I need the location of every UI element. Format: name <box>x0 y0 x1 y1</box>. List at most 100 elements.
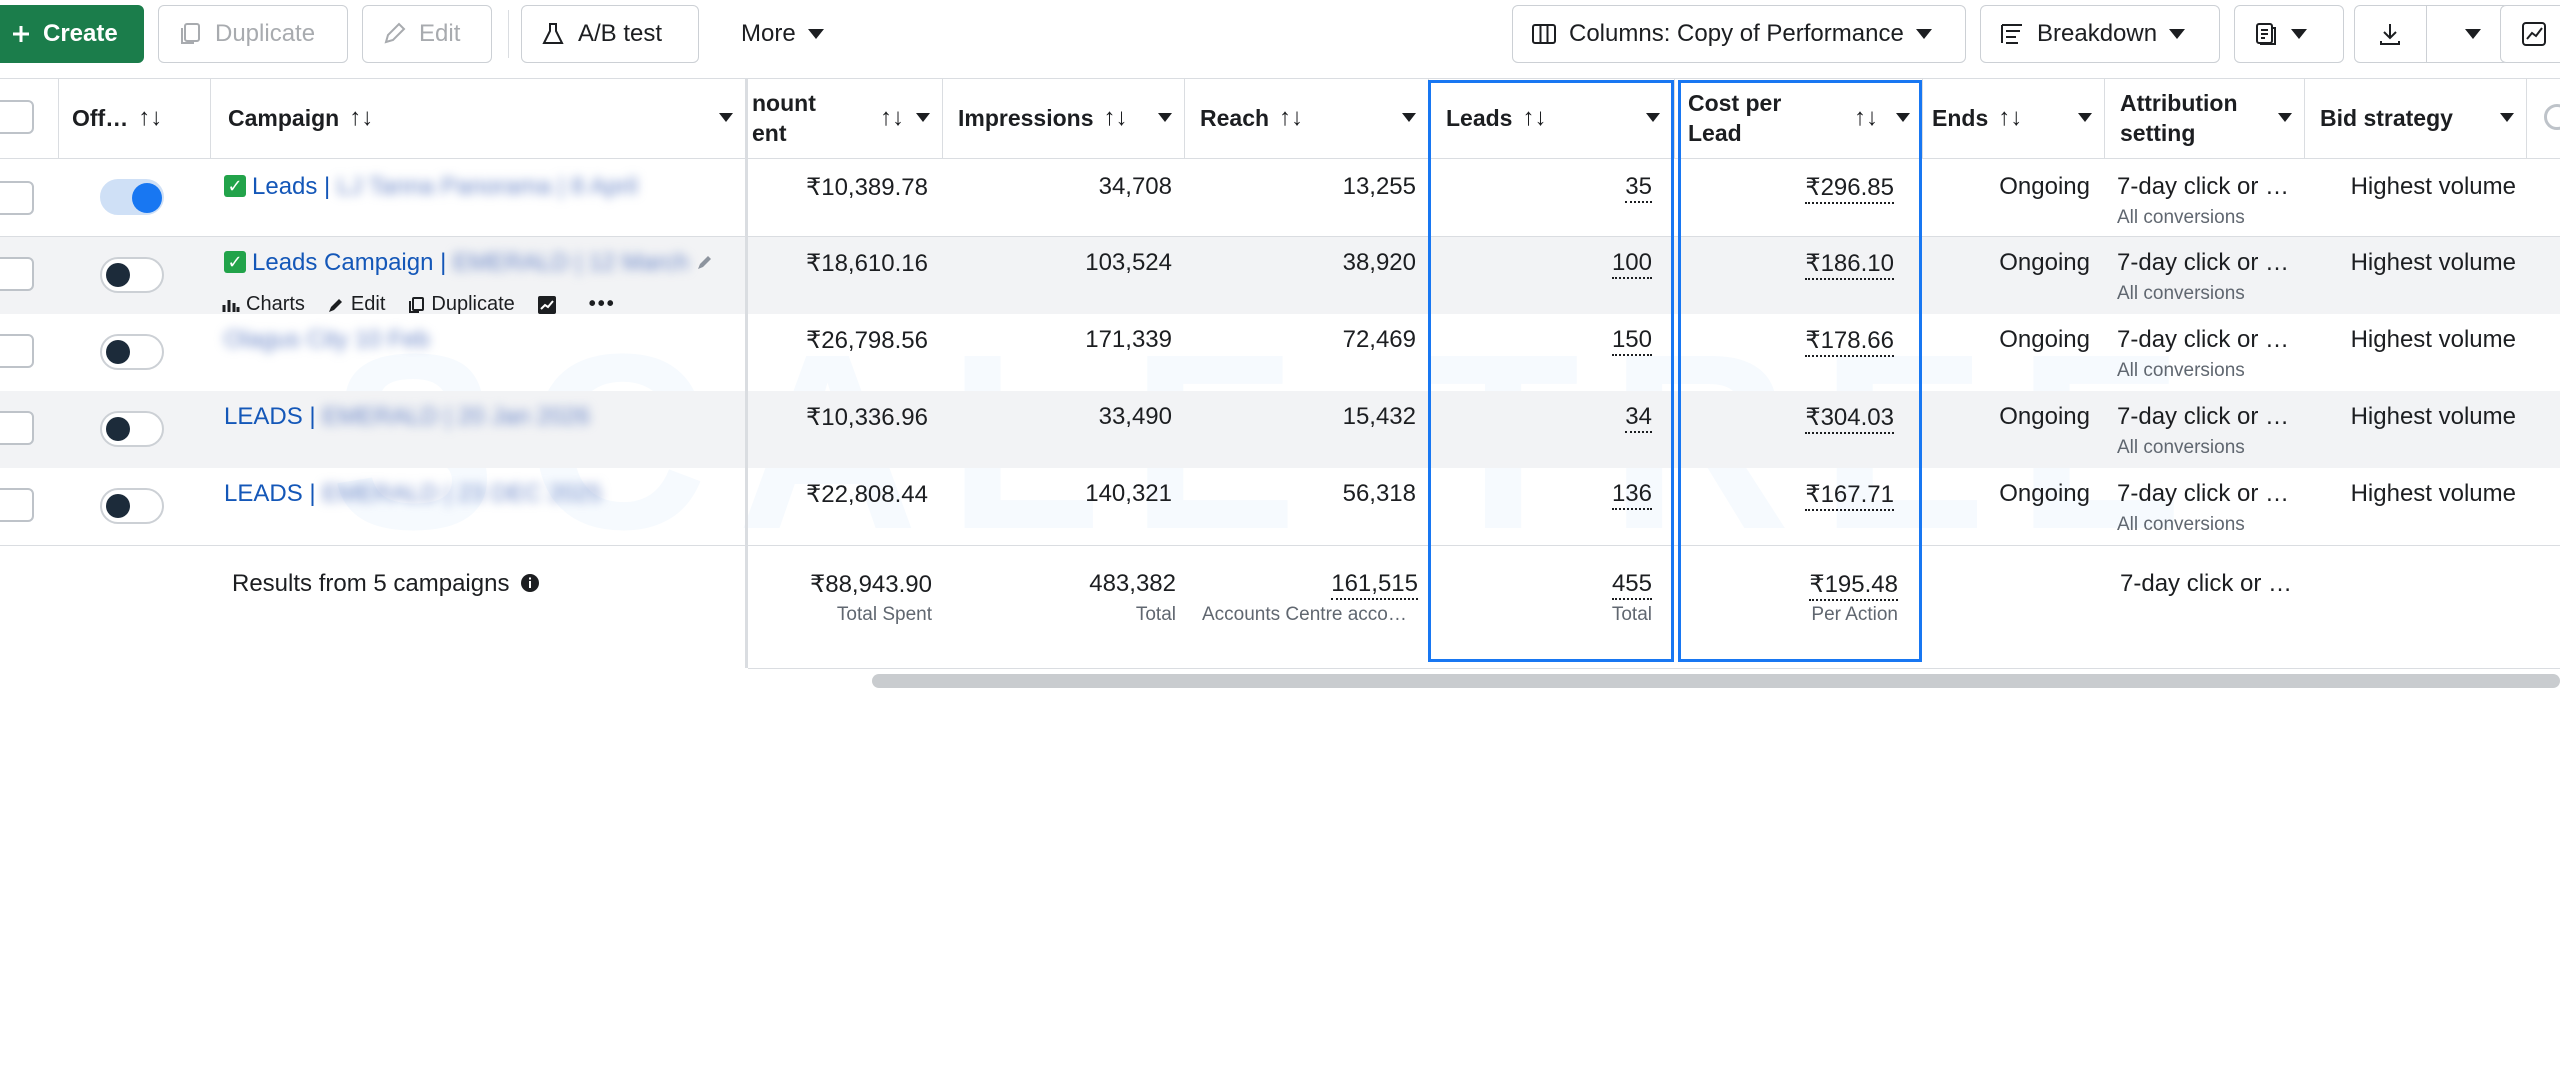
table-row[interactable]: ✓ Leads Campaign | EMERALD | 12 March Cha… <box>0 237 2560 316</box>
campaign-name-link[interactable]: LEADS | EMERALD | 20 Jan 2026 <box>224 403 590 430</box>
table-row[interactable]: LEADS | EMERALD | 23 DEC 2025 ₹22,808.44… <box>0 468 2560 545</box>
edit-button[interactable]: Edit <box>362 5 492 63</box>
impressions: 103,524 <box>1085 249 1172 276</box>
bid-strategy: Highest volume <box>2350 249 2516 276</box>
attribution-sub: All conversions <box>2117 283 2245 304</box>
table-row[interactable]: ✓ Leads | LJ Tanna Panorama | 8 April ₹10… <box>0 159 2560 236</box>
campaign-toggle[interactable] <box>100 257 164 293</box>
summary-cost-per-lead[interactable]: ₹195.48 <box>1680 570 1898 601</box>
breakdown-label: Breakdown <box>2037 20 2158 47</box>
leads[interactable]: 35 <box>1434 173 1652 203</box>
cost-per-lead[interactable]: ₹304.03 <box>1680 403 1894 434</box>
row-checkbox[interactable] <box>0 257 34 291</box>
chevron-down-icon[interactable] <box>1646 113 1660 122</box>
chevron-down-icon[interactable] <box>2078 113 2092 122</box>
campaign-name-link[interactable]: ✓ Leads | LJ Tanna Panorama | 8 April <box>224 173 638 201</box>
chevron-down-icon[interactable] <box>1402 113 1416 122</box>
col-divider <box>1184 78 1185 158</box>
header-bottom-border <box>0 158 2560 159</box>
column-header-ends[interactable]: Ends ↑↓ <box>1922 78 2104 158</box>
sort-icon[interactable]: ↑↓ <box>880 104 904 131</box>
highlight-leads-column <box>1428 80 1674 662</box>
column-header-leads[interactable]: Leads ↑↓ <box>1428 78 1672 158</box>
sort-icon[interactable]: ↑↓ <box>138 104 163 131</box>
horizontal-scrollbar[interactable] <box>872 674 2560 688</box>
chevron-down-icon[interactable] <box>2500 113 2514 122</box>
pencil-icon[interactable] <box>695 252 715 272</box>
leads[interactable]: 34 <box>1434 403 1652 433</box>
more-actions[interactable]: ••• <box>588 293 616 315</box>
export-button[interactable] <box>2354 5 2509 63</box>
breakdown-button[interactable]: Breakdown <box>1980 5 2220 63</box>
column-header-label: Bid strategy <box>2320 105 2453 131</box>
add-column-icon[interactable] <box>2544 104 2560 130</box>
leads[interactable]: 136 <box>1434 480 1652 510</box>
sort-icon[interactable]: ↑↓ <box>1522 104 1547 131</box>
trend-chart-icon <box>537 295 556 314</box>
summary-amount-spent-sub: Total Spent <box>836 604 932 625</box>
column-header-amount-spent[interactable]: nount ent ↑↓ <box>738 78 942 158</box>
breakdown-icon <box>1999 21 2025 47</box>
columns-button[interactable]: Columns: Copy of Performance <box>1512 5 1966 63</box>
campaign-toggle[interactable] <box>100 411 164 447</box>
sort-icon[interactable]: ↑↓ <box>1998 104 2023 131</box>
chevron-down-icon[interactable] <box>719 113 733 122</box>
bid-strategy: Highest volume <box>2350 173 2516 200</box>
charts-action[interactable]: Charts <box>222 293 305 316</box>
column-header-impressions[interactable]: Impressions ↑↓ <box>942 78 1184 158</box>
campaign-toggle[interactable] <box>100 334 164 370</box>
sort-icon[interactable]: ↑↓ <box>1103 104 1128 131</box>
duplicate-icon <box>409 296 425 313</box>
row-checkbox[interactable] <box>0 334 34 368</box>
create-button[interactable]: Create <box>0 5 144 63</box>
chevron-down-icon[interactable] <box>2278 113 2292 122</box>
campaign-toggle[interactable] <box>100 179 164 215</box>
summary-reach[interactable]: 161,515 <box>1190 570 1418 600</box>
chevron-down-icon <box>2291 29 2307 39</box>
table-row[interactable]: Olagus City 10 Feb ₹26,798.56 171,339 72… <box>0 314 2560 391</box>
campaign-name-link[interactable]: LEADS | EMERALD | 23 DEC 2025 <box>224 480 602 507</box>
column-header-campaign[interactable]: Campaign ↑↓ <box>210 78 745 158</box>
summary-leads[interactable]: 455 <box>1434 570 1652 600</box>
chevron-down-icon[interactable] <box>916 113 930 122</box>
column-header-off-on[interactable]: Off… ↑↓ <box>58 78 210 158</box>
cost-per-lead[interactable]: ₹186.10 <box>1680 249 1894 280</box>
view-chart-action[interactable] <box>537 295 557 315</box>
campaign-name-link[interactable]: Olagus City 10 Feb <box>224 326 429 354</box>
sort-icon[interactable]: ↑↓ <box>349 104 374 131</box>
info-icon[interactable] <box>520 573 540 593</box>
chevron-down-icon[interactable] <box>1158 113 1172 122</box>
campaign-name-link[interactable]: ✓ Leads Campaign | EMERALD | 12 March <box>224 249 715 277</box>
duplicate-button[interactable]: Duplicate <box>158 5 348 63</box>
campaign-name-redacted: EMERALD | 12 March <box>453 249 689 276</box>
amount-spent: ₹10,389.78 <box>805 174 928 201</box>
campaign-toggle[interactable] <box>100 488 164 524</box>
duplicate-action[interactable]: Duplicate <box>407 293 515 316</box>
column-header-attribution-setting[interactable]: Attribution setting <box>2104 78 2304 158</box>
column-header-reach[interactable]: Reach ↑↓ <box>1184 78 1428 158</box>
cost-per-lead[interactable]: ₹167.71 <box>1680 480 1894 511</box>
edit-label: Edit <box>419 20 461 47</box>
column-header-bid-strategy[interactable]: Bid strategy <box>2304 78 2526 158</box>
campaign-name-redacted: EMERALD | 23 DEC 2025 <box>322 480 602 507</box>
ab-test-button[interactable]: A/B test <box>521 5 699 63</box>
leads[interactable]: 100 <box>1434 249 1652 279</box>
cost-per-lead[interactable]: ₹296.85 <box>1680 173 1894 204</box>
column-header-label: Impressions <box>958 105 1094 131</box>
chevron-down-icon <box>2169 29 2186 39</box>
sort-icon[interactable]: ↑↓ <box>1279 104 1304 131</box>
table-row[interactable]: LEADS | EMERALD | 20 Jan 2026 ₹10,336.96… <box>0 391 2560 468</box>
row-checkbox[interactable] <box>0 411 34 445</box>
edit-action[interactable]: Edit <box>327 293 385 316</box>
more-button[interactable]: More <box>722 5 852 63</box>
view-charts-button[interactable] <box>2500 5 2560 63</box>
column-header-cost-per-lead[interactable]: Cost per Lead ↑↓ <box>1678 78 1922 158</box>
row-checkbox[interactable] <box>0 488 34 522</box>
chevron-down-icon[interactable] <box>1896 113 1910 122</box>
leads[interactable]: 150 <box>1434 326 1652 356</box>
cost-per-lead[interactable]: ₹178.66 <box>1680 326 1894 357</box>
row-checkbox[interactable] <box>0 181 34 215</box>
sort-icon[interactable]: ↑↓ <box>1854 104 1878 131</box>
select-all-checkbox[interactable] <box>0 100 34 134</box>
reports-button[interactable] <box>2234 5 2344 63</box>
